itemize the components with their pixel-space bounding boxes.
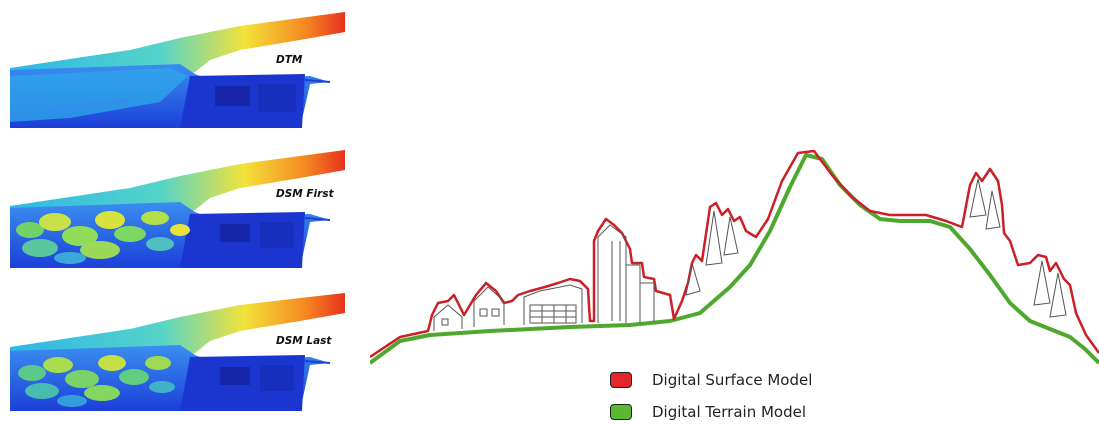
surface-terrain-cross-section [370, 149, 1099, 365]
surface-model-line [370, 149, 1099, 359]
dtm-lidar-render [10, 12, 345, 128]
canopy-points-last [18, 355, 175, 407]
trees [685, 178, 1067, 318]
canopy-points [16, 211, 190, 264]
dsm-first-lidar-render [10, 150, 345, 268]
legend-item-terrain: Digital Terrain Model [610, 402, 806, 422]
dsm-last-label: DSM Last [276, 335, 332, 347]
dsm-first-label: DSM First [276, 188, 334, 200]
surface-swatch [610, 372, 632, 388]
terrain-swatch [610, 404, 632, 420]
legend-label-surface: Digital Surface Model [652, 371, 813, 389]
legend-label-terrain: Digital Terrain Model [652, 403, 806, 421]
dsm-last-panel: DSM Last [10, 293, 345, 411]
dtm-label: DTM [276, 54, 303, 66]
dtm-panel: DTM [10, 10, 345, 128]
dsm-first-panel: DSM First [10, 150, 345, 268]
legend-item-surface: Digital Surface Model [610, 370, 812, 390]
dsm-last-lidar-render [10, 293, 345, 411]
terrain-model-line [370, 153, 1099, 365]
buildings [433, 224, 655, 331]
